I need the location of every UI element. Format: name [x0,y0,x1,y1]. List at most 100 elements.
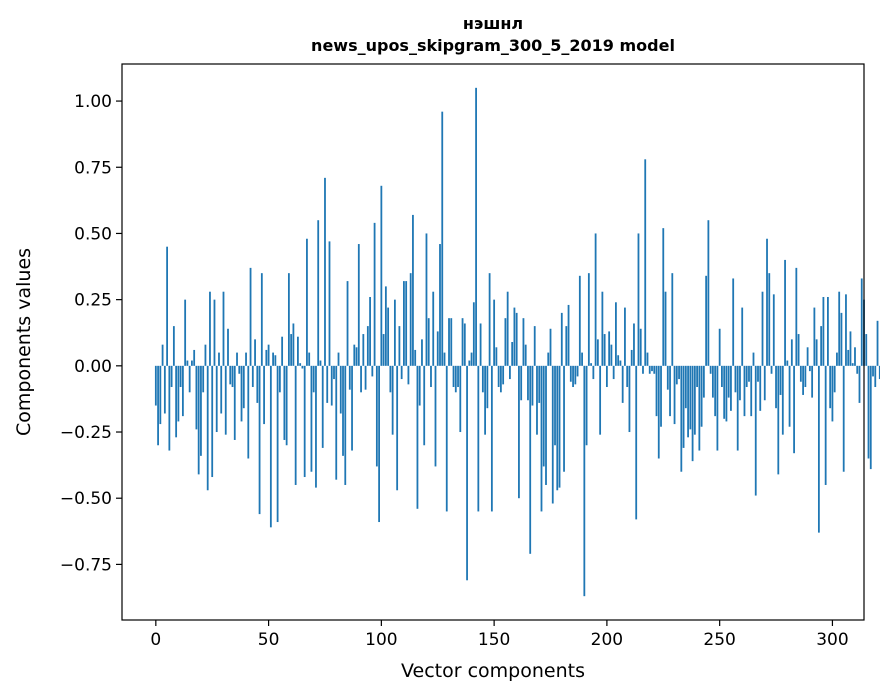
bar [463,323,466,366]
bar [673,365,676,425]
bar [425,233,428,366]
y-tick-label: 0.75 [74,158,112,178]
bar [513,307,516,366]
bar [669,365,671,417]
bar [545,365,547,485]
bar [786,360,789,366]
bar [540,365,543,512]
bar [405,281,408,366]
bar [312,365,315,393]
bar [684,365,687,409]
bar [168,365,171,451]
bar [605,365,608,388]
bar [224,365,227,435]
bar [639,328,642,366]
bar [321,365,324,448]
bar [278,365,281,393]
bar [583,365,586,597]
y-axis-label: Components values [13,248,35,436]
bar [653,365,656,374]
bar [520,365,523,401]
bar [351,365,353,451]
bar [615,302,617,366]
bar [626,365,629,388]
bar [472,302,475,366]
bar [527,365,529,401]
bar [495,347,498,366]
bar [642,365,644,374]
bar [434,365,437,467]
bar [506,291,509,366]
bar [678,365,680,380]
y-tick-label: −0.25 [60,423,112,443]
x-tick-label: 150 [478,630,510,650]
bar [594,233,597,366]
bar [860,278,863,366]
bar [454,365,457,393]
bar [267,344,270,366]
bar [236,352,238,366]
bar [436,331,439,366]
x-tick-label: 50 [258,630,280,650]
bar [163,365,166,414]
bar [475,87,477,366]
bar [468,360,471,366]
bar [867,365,870,459]
bar [272,352,274,366]
bar [836,352,838,366]
bar [301,365,304,369]
bar [612,365,615,380]
bar [366,326,369,366]
bar [691,365,694,462]
bar [637,233,640,366]
bar [806,347,809,366]
bar [459,365,462,433]
y-tick-label: 0.25 [74,291,112,311]
chart-title: нэшнл [463,14,523,33]
bar [502,365,505,385]
bar [481,365,484,393]
bar [840,312,843,366]
bar [761,291,764,366]
bar [281,336,284,366]
bar [384,286,387,366]
bar [714,365,717,417]
bar [610,344,613,366]
bar [709,365,712,374]
bar [403,281,405,366]
bar [509,365,511,380]
bar [439,244,441,366]
bar [443,352,446,366]
bar [745,365,748,388]
bar [617,355,620,366]
bar [362,334,365,366]
bar [847,349,850,366]
bar [197,365,200,475]
bar [294,365,297,485]
bar [493,299,496,366]
bar [375,365,378,467]
bar [721,365,723,388]
bar [572,365,574,388]
bar [576,365,579,377]
x-tick-label: 0 [150,630,161,650]
bar [269,365,272,528]
bar [499,365,502,393]
bar [369,296,371,366]
bar [290,334,293,366]
bar [689,365,692,430]
bar [211,365,214,478]
bar [702,365,705,398]
bar [781,365,784,435]
bar [569,365,572,382]
bar [452,365,455,388]
bar [283,365,286,440]
bar [421,339,423,366]
bar [317,220,320,366]
bar [191,360,193,366]
plot-frame [121,63,865,621]
bar [763,365,766,401]
bars-group [154,87,880,597]
bar [326,365,329,403]
bar [373,222,376,366]
